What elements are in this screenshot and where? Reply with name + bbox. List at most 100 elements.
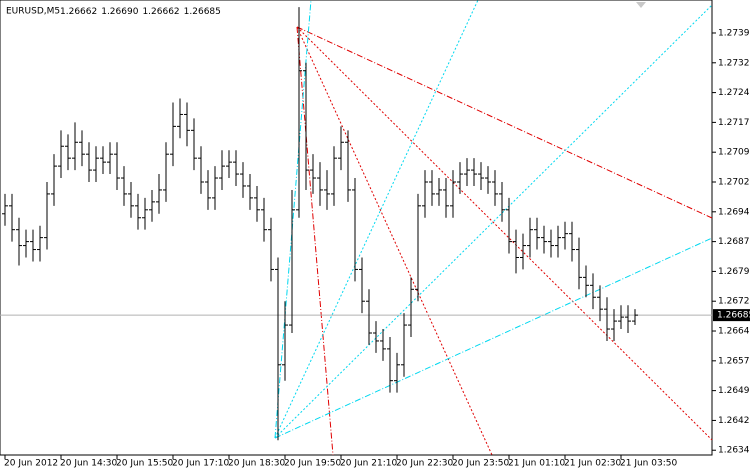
ohlc-bar [506, 197, 512, 254]
y-tick-label: 1.27320 [718, 58, 750, 68]
ohlc-bar [198, 146, 204, 194]
ohlc-bar [520, 233, 526, 270]
fan-line [296, 26, 713, 441]
ohlc-bar [44, 182, 50, 250]
header-price: 1.26685 [184, 7, 221, 17]
ohlc-bar [282, 301, 288, 381]
ohlc-bar [429, 170, 435, 206]
ohlc-bar [324, 170, 330, 210]
ohlc-bar [492, 170, 498, 206]
chart-title: EURUSD,M5 [6, 7, 60, 17]
ohlc-bar [618, 305, 624, 330]
ohlc-bar [611, 309, 617, 341]
ohlc-bar [72, 122, 78, 171]
ohlc-bar [408, 277, 414, 337]
ohlc-bar [114, 142, 120, 190]
x-tick-label: 20 Jun 18:30 [228, 459, 285, 469]
ohlc-bar [450, 170, 456, 218]
last-price-label: 1.26685 [717, 311, 750, 321]
ohlc-bar [37, 225, 43, 262]
ohlc-bar [219, 150, 225, 190]
ohlc-bar [527, 217, 533, 258]
y-tick-label: 1.26720 [718, 297, 750, 307]
ohlc-bar [457, 162, 463, 194]
ohlc-bar [387, 336, 393, 393]
ohlc-bar [163, 142, 169, 202]
x-tick-label: 20 Jun 17:10 [172, 459, 229, 469]
x-tick-label: 20 Jun 23:50 [452, 459, 509, 469]
ohlc-bar [156, 174, 162, 214]
ohlc-bar [562, 221, 568, 250]
fan-line [296, 26, 713, 219]
ohlc-bar [499, 182, 505, 222]
ohlc-bar [625, 305, 631, 334]
ohlc-bar [394, 352, 400, 393]
ohlc-bar [366, 289, 372, 345]
header-price: 1.26662 [60, 7, 97, 17]
ohlc-bar [541, 225, 547, 254]
ohlc-bar [422, 170, 428, 218]
fan-line [274, 237, 713, 439]
ohlc-bar [275, 257, 281, 441]
y-tick-label: 1.26345 [718, 446, 750, 456]
ohlc-bar [142, 197, 148, 230]
y-tick-label: 1.26495 [718, 386, 750, 396]
ohlc-bar [184, 102, 190, 147]
y-tick-label: 1.27020 [718, 178, 750, 188]
ohlc-bar [471, 158, 477, 186]
ohlc-bar [583, 265, 589, 298]
ohlc-bar [380, 329, 386, 361]
ohlc-bar [58, 130, 64, 179]
ohlc-bar [121, 166, 127, 206]
ohlc-bar [632, 309, 638, 326]
ohlc-bar [555, 225, 561, 258]
y-tick-label: 1.26945 [718, 207, 750, 217]
ohlc-bar [478, 162, 484, 190]
ohlc-bar [254, 185, 260, 222]
ohlc-bar [2, 193, 8, 226]
y-tick-label: 1.26420 [718, 416, 750, 426]
header-price: 1.26662 [142, 7, 179, 17]
ohlc-bar [331, 146, 337, 206]
ohlc-bar [604, 297, 610, 341]
ohlc-bar [436, 178, 442, 206]
ohlc-bar [107, 142, 113, 175]
ohlc-bar [93, 146, 99, 182]
fan-line [274, 0, 479, 439]
ohlc-bar [226, 150, 232, 179]
ohlc-bar [86, 142, 92, 182]
x-tick-label: 21 Jun 02:30 [564, 459, 621, 469]
ohlc-bar [128, 182, 134, 218]
y-tick-label: 1.26570 [718, 356, 750, 366]
ohlc-bar [373, 321, 379, 353]
ohlc-bar [443, 178, 449, 218]
ohlc-bar [310, 154, 316, 194]
ohlc-bar [65, 134, 71, 171]
ohlc-bar [170, 102, 176, 167]
fan-lines [274, 0, 713, 456]
ohlc-bar [352, 178, 358, 282]
ohlc-bar [30, 229, 36, 262]
ohlc-bar [261, 197, 267, 242]
x-tick-label: 20 Jun 2012 [4, 459, 58, 469]
y-tick-label: 1.27245 [718, 88, 750, 98]
ohlc-bar [149, 189, 155, 222]
ohlc-bar [464, 158, 470, 186]
ohlc-bar [345, 130, 351, 202]
ohlc-bar [289, 189, 295, 334]
fan-line [274, 4, 713, 439]
ohlc-bar [303, 62, 309, 190]
last-price-box [713, 309, 750, 322]
x-tick-label: 20 Jun 19:50 [284, 459, 341, 469]
ohlc-bar [534, 217, 540, 250]
ohlc-bar [317, 162, 323, 206]
ohlc-bar [205, 170, 211, 210]
ohlc-bar [191, 118, 197, 171]
header-prices: 1.26662 1.26690 1.26662 1.26685 [60, 7, 221, 17]
y-tick-label: 1.26870 [718, 237, 750, 247]
ohlc-bar [485, 166, 491, 194]
x-tick-label: 20 Jun 21:10 [340, 459, 397, 469]
ohlc-bar [401, 313, 407, 377]
ohlc-bar [79, 130, 85, 167]
